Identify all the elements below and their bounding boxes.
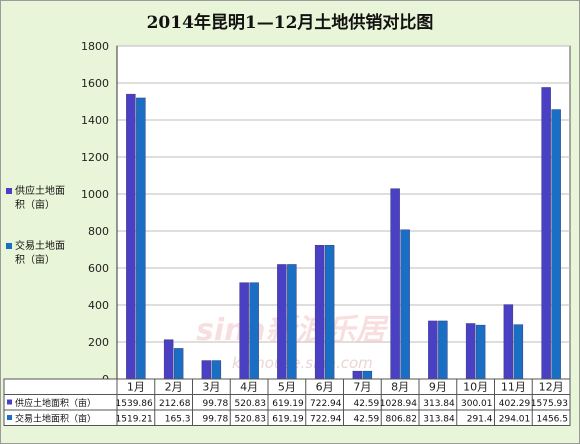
legend-swatch-supply bbox=[6, 188, 12, 194]
x-tick-label: 4月 bbox=[240, 381, 258, 394]
bar-trade bbox=[400, 229, 410, 380]
bar-supply bbox=[239, 282, 249, 380]
data-table bbox=[3, 378, 571, 426]
legend-label-supply-line2: 积（亩） bbox=[15, 200, 55, 211]
bar-trade bbox=[551, 109, 561, 380]
legend-label-trade-line1: 交易土地面 bbox=[15, 241, 65, 252]
data-label: 722.94 bbox=[310, 415, 342, 425]
bar-trade bbox=[249, 282, 259, 380]
data-label: 212.68 bbox=[159, 399, 191, 409]
x-tick-label: 2月 bbox=[165, 381, 183, 394]
x-tick-label: 3月 bbox=[202, 381, 220, 394]
bar-trade bbox=[438, 320, 448, 380]
bar-trade bbox=[324, 245, 335, 380]
data-label: 42.59 bbox=[353, 415, 379, 425]
x-tick-label: 12月 bbox=[539, 381, 564, 394]
x-tick-label: 6月 bbox=[316, 381, 334, 394]
data-label: 165.3 bbox=[165, 415, 191, 425]
bar-supply bbox=[163, 339, 174, 380]
y-tick-label: 1400 bbox=[81, 114, 109, 127]
legend-label-trade-line2: 积（亩） bbox=[15, 255, 55, 266]
bar-supply bbox=[314, 245, 325, 380]
y-tick-label: 1800 bbox=[81, 40, 109, 53]
data-label: 1519.21 bbox=[116, 415, 153, 425]
y-tick-label: 200 bbox=[88, 336, 109, 349]
bar-trade bbox=[287, 264, 297, 380]
data-label: 1539.86 bbox=[116, 399, 153, 409]
data-label: 619.19 bbox=[272, 399, 304, 409]
data-label: 520.83 bbox=[235, 399, 267, 409]
data-label: 99.78 bbox=[202, 415, 228, 425]
table-legend-swatch bbox=[7, 399, 12, 405]
data-label: 402.29 bbox=[499, 399, 531, 409]
bar-supply bbox=[390, 188, 400, 380]
data-label: 1575.93 bbox=[531, 399, 568, 409]
data-label: 1456.5 bbox=[537, 415, 569, 425]
data-label: 619.19 bbox=[272, 415, 304, 425]
bar-supply bbox=[352, 370, 363, 380]
data-label: 1028.94 bbox=[380, 399, 417, 409]
data-label: 291.4 bbox=[467, 415, 493, 425]
legend-swatch-trade bbox=[6, 243, 12, 249]
y-tick-label: 1200 bbox=[81, 151, 109, 164]
x-tick-label: 9月 bbox=[429, 381, 447, 394]
data-label: 722.94 bbox=[310, 399, 342, 409]
bar-trade bbox=[362, 370, 373, 380]
x-tick-label: 11月 bbox=[501, 381, 526, 394]
legend-item-trade: 交易土地面 积（亩） bbox=[6, 240, 65, 268]
x-tick-label: 1月 bbox=[127, 381, 145, 394]
table-series-label: 供应土地面积（亩） bbox=[15, 397, 96, 409]
y-tick-label: 800 bbox=[88, 225, 109, 238]
bar-trade bbox=[173, 348, 184, 380]
x-tick-label: 7月 bbox=[353, 381, 371, 394]
y-tick-label: 1600 bbox=[81, 77, 109, 90]
data-label: 294.01 bbox=[499, 415, 531, 425]
bar-trade bbox=[475, 324, 486, 380]
data-label: 313.84 bbox=[423, 415, 455, 425]
table-series-label: 交易土地面积（亩） bbox=[15, 413, 96, 425]
x-tick-label: 10月 bbox=[463, 381, 488, 394]
legend-label-supply-line1: 供应土地面 bbox=[15, 186, 65, 197]
x-tick-label: 5月 bbox=[278, 381, 296, 394]
data-label: 806.82 bbox=[386, 415, 418, 425]
data-label: 99.78 bbox=[202, 399, 228, 409]
legend-item-supply: 供应土地面 积（亩） bbox=[6, 185, 65, 213]
data-label: 313.84 bbox=[423, 399, 455, 409]
chart-title: 2014年昆明1—12月土地供销对比图 bbox=[146, 13, 434, 33]
bar-supply bbox=[126, 93, 136, 380]
y-tick-label: 400 bbox=[88, 299, 109, 312]
data-label: 42.59 bbox=[353, 399, 379, 409]
bar-supply bbox=[465, 323, 476, 380]
bar-supply bbox=[201, 360, 212, 380]
data-label: 520.83 bbox=[235, 415, 267, 425]
bar-trade bbox=[136, 97, 146, 380]
bar-supply bbox=[541, 87, 551, 380]
watermark-url: kmhouse.sina.com bbox=[232, 354, 373, 372]
bar-supply bbox=[503, 304, 514, 380]
bar-trade bbox=[211, 360, 222, 380]
y-tick-label: 1000 bbox=[81, 188, 109, 201]
table-legend-swatch bbox=[7, 415, 12, 420]
bar-supply bbox=[277, 264, 287, 380]
bar-trade bbox=[513, 324, 524, 380]
y-tick-label: 600 bbox=[88, 262, 109, 275]
data-label: 300.01 bbox=[461, 399, 493, 409]
x-tick-label: 8月 bbox=[391, 381, 409, 394]
bar-supply bbox=[428, 320, 438, 380]
